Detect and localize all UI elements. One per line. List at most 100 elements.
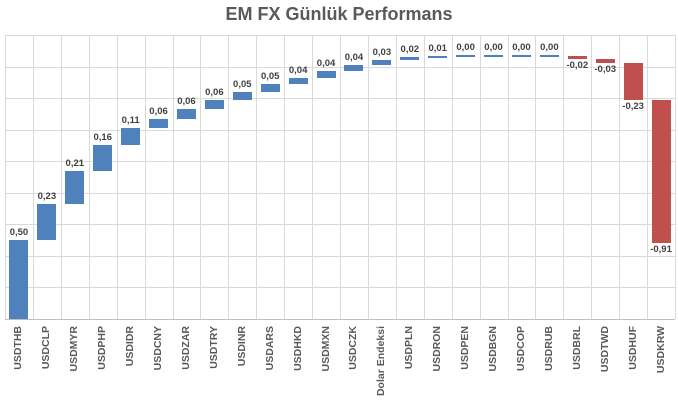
value-label-usdcny: 0,06 (149, 105, 168, 117)
value-label-usdpln: 0,02 (400, 44, 420, 56)
category-label-usdphp: USDPHP (96, 326, 109, 370)
bar-usdmyr (65, 170, 85, 204)
category-label-usdhuf: USDHUF (626, 326, 639, 370)
v-gridline (507, 35, 509, 319)
v-gridline (423, 35, 425, 319)
value-label-usdars: 0,05 (260, 70, 280, 82)
v-gridline (647, 35, 649, 319)
bar-usdclp (37, 203, 57, 241)
v-gridline (228, 35, 230, 319)
v-gridline (116, 35, 118, 319)
bar-usdars (260, 83, 280, 92)
value-label-usdron: 0,01 (428, 43, 447, 55)
v-gridline (88, 35, 90, 319)
value-label-usdclp: 0,23 (37, 190, 57, 202)
value-label-usdbrl: -0,02 (566, 59, 589, 71)
v-gridline (172, 35, 174, 319)
value-label-usdczk: 0,04 (344, 51, 364, 63)
v-gridline (312, 35, 314, 319)
category-label-usdcop: USDCOP (514, 326, 527, 371)
bar-usdron (428, 56, 448, 59)
chart-title: EM FX Günlük Performans (225, 4, 453, 24)
value-label-usdpen: 0,00 (456, 41, 475, 53)
value-label-usdinr: 0,05 (233, 78, 252, 90)
category-label-usdron: USDRON (431, 326, 444, 372)
category-label-usdzar: USDZAR (179, 326, 192, 370)
bar-usdzar (176, 109, 196, 119)
v-gridline (619, 35, 621, 319)
category-label-usdcny: USDCNY (152, 326, 165, 371)
value-label-usdthb: 0,50 (9, 227, 29, 239)
category-label-usdtwd: USDTWD (598, 326, 611, 373)
v-gridline (60, 35, 62, 319)
bar-dolar-endeksi (372, 60, 392, 65)
category-label-usdbgn: USDBGN (487, 326, 500, 372)
v-gridline (479, 35, 481, 319)
v-gridline (32, 35, 34, 319)
v-gridline (256, 35, 258, 319)
bar-usdtry (204, 99, 224, 110)
bar-usdphp (93, 145, 113, 171)
value-label-usdmxn: 0,04 (316, 58, 336, 70)
category-label-usdbrl: USDBRL (570, 326, 583, 370)
category-label-usdpln: USDPLN (403, 326, 416, 370)
bar-usdtwd (595, 58, 615, 64)
bar-usdhuf (623, 63, 643, 100)
bar-usdpen (456, 54, 476, 57)
v-gridline (591, 35, 593, 319)
bar-usdhkd (288, 77, 308, 84)
bar-usdpln (400, 57, 420, 61)
bar-usdidr (121, 128, 141, 146)
value-label-usdbgn: 0,00 (484, 41, 503, 53)
value-label-usdmyr: 0,21 (65, 157, 85, 169)
v-gridline (451, 35, 453, 319)
category-label-usdrub: USDRUB (542, 326, 555, 371)
category-label-usdinr: USDINR (235, 326, 248, 367)
bar-usdrub (539, 54, 559, 57)
x-axis-line (5, 319, 675, 320)
bar-usdbgn (484, 54, 504, 57)
bar-usdkrw (651, 99, 671, 244)
category-label-usdclp: USDCLP (40, 326, 53, 370)
bar-usdczk (344, 64, 364, 72)
category-label-usdidr: USDIDR (124, 326, 137, 367)
category-label-usdthb: USDTHB (12, 326, 25, 370)
category-label-usdpen: USDPEN (459, 326, 472, 370)
v-gridline (284, 35, 286, 319)
bar-usdmxn (316, 71, 336, 78)
value-label-usdcop: 0,00 (512, 41, 531, 53)
value-label-dolar-endeksi: 0,03 (372, 47, 392, 59)
category-label-usdczk: USDCZK (347, 326, 360, 370)
category-label-usdmxn: USDMXN (319, 326, 332, 372)
bar-usdcop (511, 54, 531, 57)
v-gridline (200, 35, 202, 319)
v-gridline (144, 35, 146, 319)
value-label-usdhuf: -0,23 (622, 100, 644, 112)
v-gridline (563, 35, 565, 319)
v-gridline (535, 35, 537, 319)
bar-usdthb (9, 240, 29, 319)
category-label-usdtry: USDTRY (207, 326, 220, 369)
value-label-usdzar: 0,06 (177, 96, 196, 108)
category-label-dolar-endeksi: Dolar Endeksi (375, 326, 388, 397)
value-label-usdidr: 0,11 (121, 115, 140, 127)
category-label-usdars: USDARS (263, 326, 276, 371)
v-gridline (367, 35, 369, 319)
value-label-usdhkd: 0,04 (288, 64, 308, 76)
category-label-usdmyr: USDMYR (68, 326, 81, 372)
value-label-usdtwd: -0,03 (594, 64, 617, 76)
value-label-usdrub: 0,00 (540, 41, 559, 53)
v-gridline (5, 35, 6, 319)
bar-usdcny (149, 118, 169, 129)
bar-usdbrl (567, 55, 587, 59)
v-gridline (675, 35, 676, 319)
category-label-usdkrw: USDKRW (654, 326, 667, 374)
value-label-usdtry: 0,06 (205, 86, 224, 98)
value-label-usdkrw: -0,91 (650, 244, 672, 256)
v-gridline (340, 35, 341, 319)
category-label-usdhkd: USDHKD (291, 326, 304, 371)
v-gridline (395, 35, 397, 319)
bar-usdinr (232, 91, 252, 100)
value-label-usdphp: 0,16 (93, 132, 112, 144)
